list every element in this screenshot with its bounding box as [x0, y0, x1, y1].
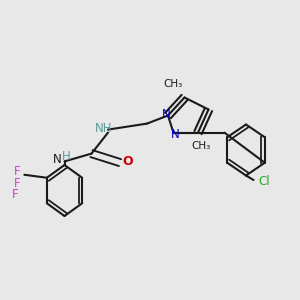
Text: H: H	[61, 149, 70, 163]
Text: CH₃: CH₃	[163, 79, 182, 89]
Text: F: F	[14, 177, 20, 190]
Text: N: N	[162, 107, 171, 121]
Text: F: F	[14, 165, 20, 178]
Text: N: N	[170, 128, 179, 141]
Text: CH₃: CH₃	[191, 141, 211, 151]
Text: NH: NH	[95, 122, 112, 135]
Text: Cl: Cl	[258, 175, 270, 188]
Text: N: N	[53, 153, 62, 167]
Text: O: O	[122, 154, 133, 168]
Text: F: F	[12, 188, 19, 201]
